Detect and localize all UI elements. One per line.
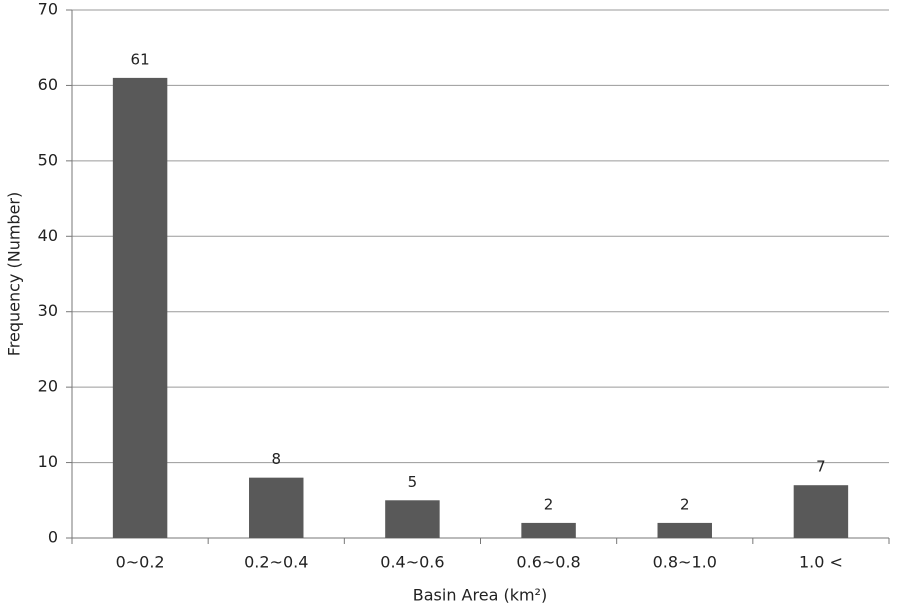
data-label: 8	[271, 450, 281, 468]
bar	[657, 522, 712, 538]
bar	[521, 522, 576, 538]
data-label: 2	[680, 495, 690, 513]
x-axis-label: Basin Area (km²)	[413, 586, 547, 605]
bar	[112, 77, 168, 538]
y-tick-label: 10	[38, 452, 58, 471]
x-tick-label: 0~0.2	[116, 553, 165, 572]
x-tick-label: 0.4~0.6	[380, 553, 444, 572]
bar	[793, 485, 849, 538]
data-label: 61	[131, 50, 150, 68]
x-tick-label: 0.6~0.8	[516, 553, 580, 572]
y-tick-label: 50	[38, 150, 58, 169]
x-tick-label: 0.2~0.4	[244, 553, 308, 572]
y-tick-label: 30	[38, 301, 58, 320]
y-axis-label: Frequency (Number)	[5, 192, 24, 357]
y-tick-label: 40	[38, 226, 58, 245]
data-label: 7	[816, 458, 826, 476]
data-label: 2	[544, 495, 554, 513]
x-tick-label: 1.0 <	[799, 553, 843, 572]
y-tick-label: 60	[38, 75, 58, 94]
y-tick-label: 20	[38, 377, 58, 396]
data-label: 5	[408, 473, 418, 491]
y-tick-label: 70	[38, 0, 58, 19]
bar	[385, 500, 440, 538]
y-tick-label: 0	[48, 528, 58, 547]
x-tick-label: 0.8~1.0	[653, 553, 717, 572]
bar	[249, 477, 304, 538]
